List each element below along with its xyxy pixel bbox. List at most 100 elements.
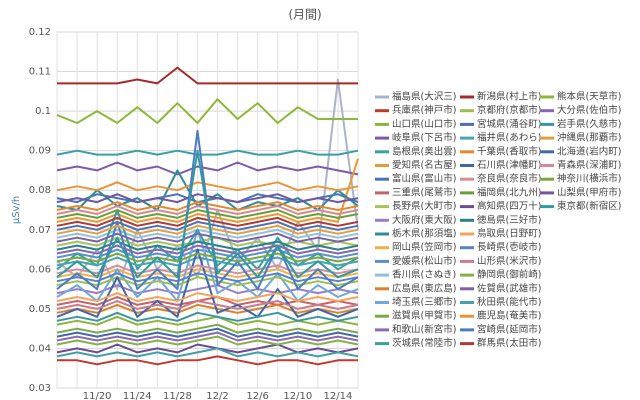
legend-label: 香川県(さぬき) bbox=[392, 270, 456, 281]
legend-label: 兵庫県(神戸市) bbox=[392, 104, 456, 116]
series-line bbox=[56, 220, 359, 231]
legend-label: 岡山県(笠岡市) bbox=[392, 241, 456, 253]
y-axis-label: μSv/h bbox=[11, 196, 22, 224]
legend-label: 鹿児島(奄美市) bbox=[477, 310, 541, 322]
legend-label: 鳥取県(日野町) bbox=[477, 228, 541, 240]
series-line bbox=[56, 300, 359, 310]
legend-label: 福岡県(北九州) bbox=[477, 186, 541, 198]
series-line bbox=[57, 66, 358, 85]
legend-label: 富山県(富山市) bbox=[392, 173, 456, 185]
legend-label: 京都府(京都市) bbox=[477, 104, 541, 116]
legend-label: 高知県(四万十) bbox=[477, 200, 541, 212]
series-line bbox=[56, 343, 359, 354]
legend-label: 大分県(佐伯市) bbox=[557, 104, 621, 116]
x-tick-label: 12/14 bbox=[324, 391, 353, 400]
legend-label: 愛媛県(松山市) bbox=[392, 255, 456, 267]
legend-label: 佐賀県(武雄市) bbox=[477, 282, 541, 294]
legend-label: 宮城県(涌谷町) bbox=[477, 118, 541, 130]
series-line bbox=[56, 232, 359, 243]
x-tick-label: 11/24 bbox=[123, 391, 152, 400]
legend-label: 青森県(深浦町) bbox=[557, 159, 621, 171]
legend-label: 滋賀県(甲賀市) bbox=[392, 310, 456, 322]
legend-label: 埼玉県(三郷市) bbox=[392, 296, 456, 308]
series-line bbox=[56, 181, 359, 192]
legend-label: 奈良県(奈良市) bbox=[477, 173, 541, 185]
legend-label: 千葉県(香取市) bbox=[477, 145, 541, 157]
y-tick-label: 0.06 bbox=[29, 264, 51, 275]
legend-label: 茨城県(常陸市) bbox=[392, 337, 456, 349]
series-line bbox=[56, 284, 359, 295]
series-line bbox=[56, 327, 359, 338]
legend-label: 沖縄県(那覇市) bbox=[557, 132, 621, 144]
series-line bbox=[56, 303, 359, 314]
legend-label: 山口県(山口市) bbox=[392, 118, 456, 130]
legend-label: 福井県(あわら) bbox=[477, 132, 541, 144]
series-line bbox=[56, 331, 359, 342]
legend-label: 東京都(新宿区) bbox=[557, 200, 621, 212]
legend-label: 熊本県(天草市) bbox=[557, 91, 621, 103]
y-tick-label: 0.11 bbox=[29, 67, 51, 78]
legend-label: 群馬県(太田市) bbox=[477, 337, 541, 349]
legend-label: 長崎県(壱岐市) bbox=[477, 241, 541, 253]
legend-label: 広島県(東広島) bbox=[392, 282, 456, 294]
legend-label: 和歌山(新宮市) bbox=[392, 323, 456, 335]
y-tick-label: 0.09 bbox=[29, 146, 51, 157]
series-line bbox=[56, 323, 359, 334]
legend-label: 長野県(大町市) bbox=[392, 200, 456, 212]
legend-label: 愛知県(名古屋) bbox=[392, 159, 456, 171]
series-line bbox=[56, 149, 359, 279]
series-line bbox=[56, 335, 359, 346]
series-line bbox=[56, 292, 359, 302]
series-line bbox=[56, 256, 359, 267]
y-tick-label: 0.04 bbox=[29, 343, 51, 354]
legend-label: 岐阜県(下呂市) bbox=[392, 132, 456, 144]
series-line bbox=[56, 216, 359, 227]
x-tick-label: 11/28 bbox=[163, 391, 192, 400]
series-line bbox=[56, 296, 359, 306]
x-tick-label: 12/2 bbox=[206, 391, 228, 400]
legend-label: 山梨県(甲府市) bbox=[557, 186, 621, 198]
legend-label: 福島県(大沢三) bbox=[392, 91, 456, 103]
series-line bbox=[56, 347, 359, 358]
series-line bbox=[56, 228, 359, 302]
y-tick-label: 0.1 bbox=[35, 106, 51, 117]
legend-label: 神奈川(横浜市) bbox=[557, 173, 621, 185]
legend-label: 大阪府(東大阪) bbox=[392, 214, 456, 226]
legend-label: 秋田県(能代市) bbox=[477, 296, 541, 308]
chart-title: (月間) bbox=[288, 8, 321, 22]
series-line bbox=[56, 264, 359, 275]
series-line bbox=[56, 240, 359, 251]
series-line bbox=[57, 355, 358, 366]
legend-label: 北海道(岩内町) bbox=[557, 145, 621, 157]
legend-label: 岩手県(久慈市) bbox=[557, 118, 621, 130]
series-line bbox=[56, 224, 359, 235]
y-tick-label: 0.12 bbox=[29, 27, 51, 38]
series-line bbox=[56, 161, 359, 176]
x-tick-label: 12/6 bbox=[246, 391, 268, 400]
series-line bbox=[56, 268, 359, 279]
y-tick-label: 0.05 bbox=[29, 304, 51, 315]
x-tick-label: 12/10 bbox=[283, 391, 312, 400]
series-line bbox=[56, 236, 359, 247]
y-tick-label: 0.03 bbox=[29, 383, 51, 394]
y-tick-label: 0.07 bbox=[29, 225, 51, 236]
legend-label: 三重県(尾鷲市) bbox=[392, 186, 456, 198]
legend-label: 新潟県(村上市) bbox=[477, 91, 541, 103]
legend-label: 徳島県(三好市) bbox=[477, 214, 541, 226]
legend-label: 栃木県(那須塩) bbox=[392, 228, 456, 240]
series-line bbox=[56, 228, 359, 239]
series-line bbox=[56, 98, 358, 124]
series-line bbox=[56, 311, 359, 322]
legend-label: 宮崎県(延岡市) bbox=[477, 323, 541, 335]
legend-label: 山形県(米沢市) bbox=[477, 255, 541, 267]
series-line bbox=[56, 315, 359, 326]
series-line bbox=[56, 149, 359, 156]
x-tick-label: 11/20 bbox=[83, 391, 112, 400]
series-line bbox=[56, 193, 359, 204]
legend-label: 石川県(津幡町) bbox=[477, 159, 541, 171]
legend-label: 島根県(奥出雲) bbox=[392, 145, 456, 157]
y-tick-label: 0.08 bbox=[29, 185, 51, 196]
series-line bbox=[56, 244, 359, 255]
